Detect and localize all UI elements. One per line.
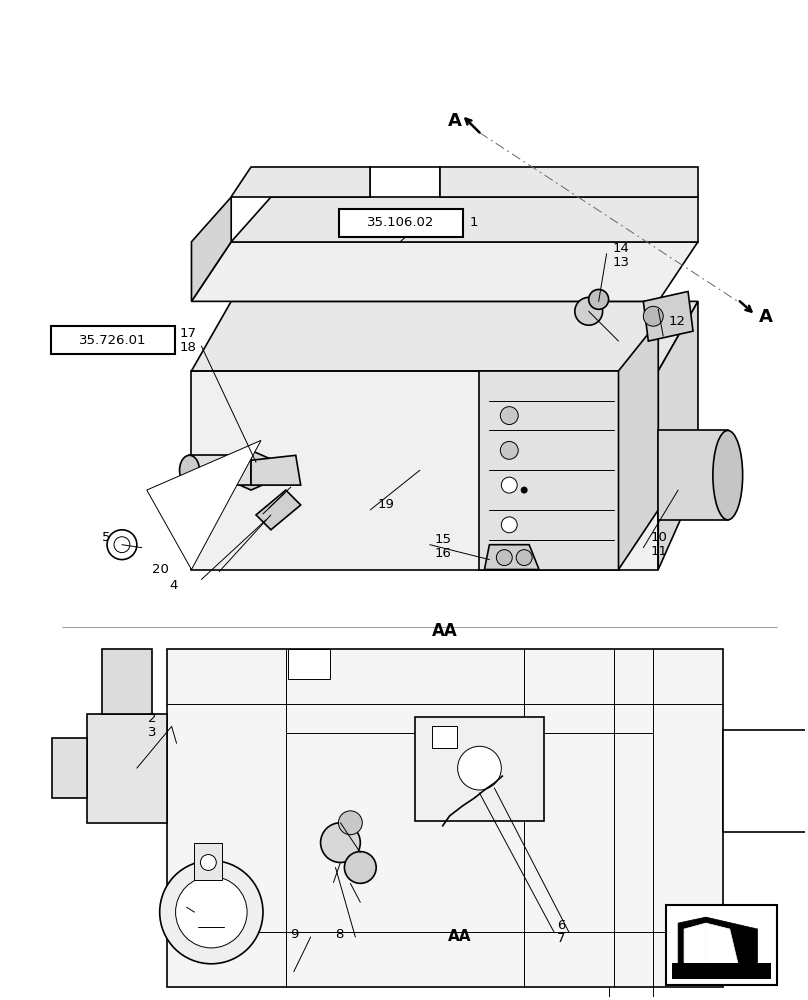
Text: AA: AA (448, 929, 471, 944)
Polygon shape (231, 197, 698, 242)
Circle shape (500, 407, 518, 425)
Ellipse shape (179, 455, 200, 485)
Polygon shape (256, 490, 301, 530)
Polygon shape (191, 301, 698, 371)
Bar (288, 649, 330, 679)
Circle shape (516, 550, 532, 566)
Text: 13: 13 (612, 256, 629, 269)
Text: 15: 15 (435, 533, 452, 546)
Circle shape (200, 855, 217, 870)
Text: 17: 17 (179, 327, 196, 340)
Text: 1: 1 (469, 216, 478, 229)
Bar (672, 963, 772, 979)
Circle shape (339, 811, 362, 835)
Text: 6: 6 (557, 919, 566, 932)
Bar (415, 717, 544, 821)
Polygon shape (87, 714, 166, 823)
Polygon shape (190, 455, 251, 485)
Circle shape (160, 861, 263, 964)
Text: 12: 12 (668, 315, 685, 328)
Polygon shape (251, 455, 301, 485)
Text: 8: 8 (335, 928, 343, 941)
Circle shape (643, 306, 663, 326)
Polygon shape (684, 923, 706, 975)
Polygon shape (191, 371, 659, 570)
Text: 19: 19 (377, 498, 394, 511)
Polygon shape (618, 321, 659, 570)
Polygon shape (659, 430, 728, 520)
Polygon shape (102, 649, 152, 714)
Polygon shape (643, 291, 693, 341)
Circle shape (500, 441, 518, 459)
Circle shape (457, 746, 501, 790)
Circle shape (521, 487, 527, 493)
Text: A: A (759, 308, 772, 326)
Polygon shape (191, 242, 698, 301)
Polygon shape (440, 167, 698, 197)
Circle shape (496, 550, 512, 566)
Polygon shape (706, 923, 739, 971)
Text: 4: 4 (170, 579, 178, 592)
Ellipse shape (713, 430, 743, 520)
Bar (431, 726, 457, 748)
Polygon shape (231, 167, 370, 197)
Bar (723, 730, 808, 832)
Text: 18: 18 (179, 341, 196, 354)
FancyBboxPatch shape (52, 326, 175, 354)
Polygon shape (659, 301, 698, 570)
Polygon shape (485, 545, 539, 570)
Circle shape (175, 876, 247, 948)
Circle shape (501, 517, 517, 533)
Text: 3: 3 (148, 726, 157, 739)
Circle shape (501, 477, 517, 493)
Circle shape (589, 289, 608, 309)
Bar (195, 843, 222, 880)
Circle shape (321, 823, 360, 862)
Circle shape (114, 537, 130, 553)
Polygon shape (147, 440, 261, 570)
Polygon shape (229, 450, 273, 490)
Text: 5: 5 (102, 531, 111, 544)
Polygon shape (706, 917, 758, 975)
Text: 20: 20 (152, 563, 169, 576)
Text: 35.726.01: 35.726.01 (79, 334, 147, 347)
Bar (666, 905, 777, 985)
Polygon shape (191, 197, 231, 301)
Text: 11: 11 (650, 545, 667, 558)
Text: 35.106.02: 35.106.02 (368, 216, 435, 229)
Circle shape (344, 852, 377, 883)
Text: 10: 10 (650, 531, 667, 544)
Polygon shape (479, 371, 618, 570)
Bar (166, 649, 723, 987)
Text: 2: 2 (148, 712, 157, 725)
Text: 14: 14 (612, 242, 629, 255)
FancyBboxPatch shape (339, 209, 463, 237)
Text: 9: 9 (290, 928, 299, 941)
Polygon shape (678, 917, 706, 977)
Text: 7: 7 (557, 932, 566, 945)
Text: A: A (448, 112, 461, 130)
Circle shape (574, 297, 603, 325)
Circle shape (107, 530, 137, 560)
Text: 16: 16 (435, 547, 452, 560)
Text: AA: AA (431, 622, 457, 640)
Polygon shape (53, 738, 87, 798)
